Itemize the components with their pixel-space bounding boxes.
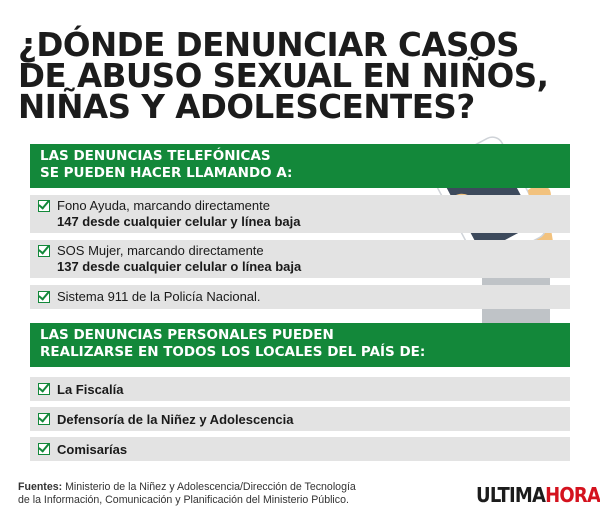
logo-part-1: ULTIMA: [476, 483, 546, 508]
sources-line-2: de la Información, Comunicación y Planif…: [18, 494, 349, 506]
sources-label: Fuentes:: [18, 481, 63, 493]
checkbox-icon: [38, 245, 50, 257]
personal-header-line-2: REALIZARSE EN TODOS LOS LOCALES DEL PAÍS…: [40, 344, 426, 360]
checkbox-icon: [38, 443, 50, 455]
ultimahora-logo: ULTIMAHORA: [476, 483, 600, 507]
page-title: ¿DÓNDE DENUNCIAR CASOS DE ABUSO SEXUAL E…: [18, 26, 588, 126]
list-item-fiscalia: La Fiscalía: [30, 377, 570, 401]
item-detail: 147 desde cualquier celular y línea baja: [57, 214, 301, 229]
checkbox-icon: [38, 291, 50, 303]
checkbox-icon: [38, 383, 50, 395]
item-text: Defensoría de la Niñez y Adolescencia: [57, 412, 294, 427]
logo-part-2: HORA: [545, 483, 600, 508]
item-text: Comisarías: [57, 442, 128, 457]
list-item-fono-ayuda: Fono Ayuda, marcando directamente 147 de…: [30, 195, 570, 233]
item-text: Sistema 911 de la Policía Nacional.: [57, 289, 261, 304]
item-text: SOS Mujer, marcando directamente: [57, 243, 264, 258]
title-line-2: DE ABUSO SEXUAL EN NIÑOS,: [18, 57, 549, 95]
list-item-comisarias: Comisarías: [30, 437, 570, 461]
phone-header-line-1: LAS DENUNCIAS TELEFÓNICAS: [40, 148, 271, 164]
item-text: La Fiscalía: [57, 382, 124, 397]
sources-line-1: Ministerio de la Niñez y Adolescencia/Di…: [62, 481, 356, 493]
personal-header-line-1: LAS DENUNCIAS PERSONALES PUEDEN: [40, 327, 334, 343]
title-line-3: NIÑAS Y ADOLESCENTES?: [18, 88, 475, 126]
phone-header-line-2: SE PUEDEN HACER LLAMANDO A:: [40, 165, 293, 181]
item-detail: 137 desde cualquier celular o línea baja: [57, 259, 302, 274]
list-item-sos-mujer: SOS Mujer, marcando directamente 137 des…: [30, 240, 570, 278]
checkbox-icon: [38, 200, 50, 212]
list-item-defensoria: Defensoría de la Niñez y Adolescencia: [30, 407, 570, 431]
personal-section-header: LAS DENUNCIAS PERSONALES PUEDEN REALIZAR…: [30, 323, 570, 367]
list-item-sistema-911: Sistema 911 de la Policía Nacional.: [30, 285, 570, 309]
title-line-1: ¿DÓNDE DENUNCIAR CASOS: [18, 26, 520, 64]
phone-section-header: LAS DENUNCIAS TELEFÓNICAS SE PUEDEN HACE…: [30, 144, 570, 188]
sources-footer: Fuentes: Ministerio de la Niñez y Adoles…: [18, 481, 448, 507]
item-text: Fono Ayuda, marcando directamente: [57, 198, 270, 213]
checkbox-icon: [38, 413, 50, 425]
